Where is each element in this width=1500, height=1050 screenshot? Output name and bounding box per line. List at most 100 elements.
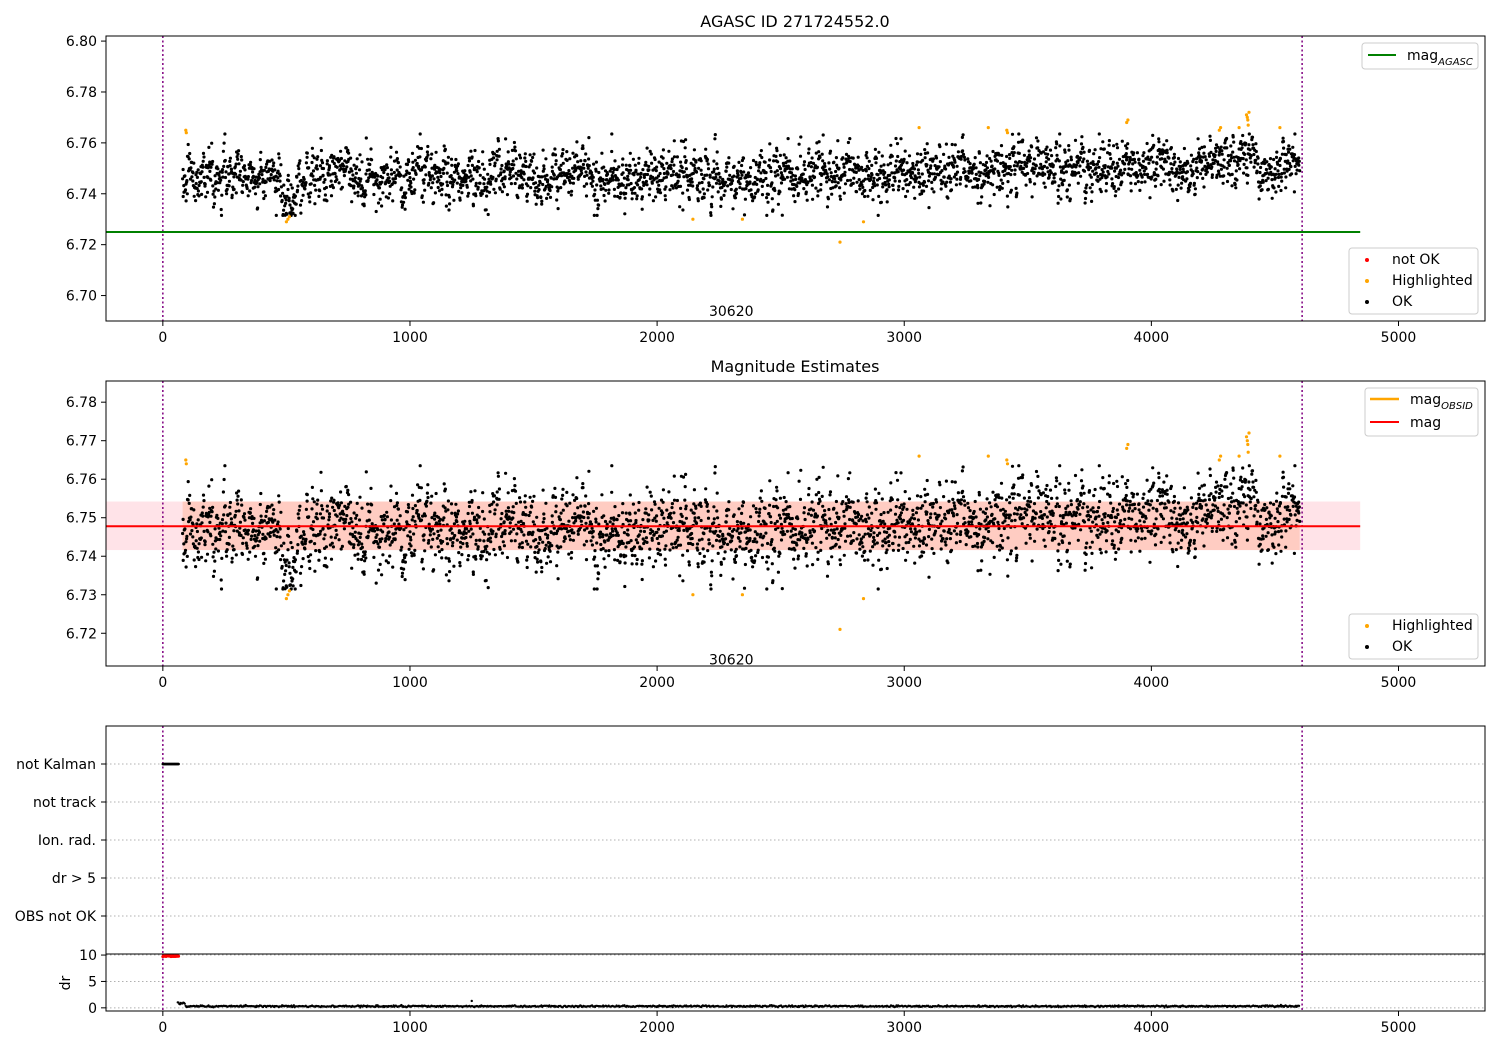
ok-point: [857, 164, 861, 168]
ok-point: [624, 163, 628, 167]
ok-point: [452, 170, 456, 174]
ok-point: [202, 499, 206, 503]
ok-point: [1144, 167, 1148, 171]
ok-point: [861, 185, 865, 189]
ok-point: [966, 157, 970, 161]
ok-point: [1293, 132, 1297, 136]
ok-point: [834, 520, 838, 525]
ok-point: [251, 174, 256, 178]
ok-point: [1230, 172, 1234, 176]
ok-point: [364, 556, 368, 560]
ok-point: [534, 181, 538, 185]
ok-point: [697, 181, 702, 185]
ok-point: [672, 511, 676, 515]
ok-point: [255, 536, 259, 540]
ok-point: [408, 530, 412, 534]
ok-point: [913, 196, 917, 200]
ok-point: [1079, 174, 1083, 178]
ok-point: [184, 540, 188, 544]
ok-point: [1022, 166, 1026, 170]
ok-point: [728, 173, 732, 177]
ok-point: [827, 533, 832, 537]
ok-point: [647, 168, 651, 172]
ok-point: [1207, 154, 1212, 158]
ok-point: [584, 521, 588, 525]
ok-point: [488, 536, 492, 540]
ok-point: [781, 530, 785, 534]
ok-point: [349, 542, 353, 546]
ok-point: [226, 513, 230, 518]
ok-point: [683, 155, 687, 159]
ok-point: [471, 532, 475, 536]
ok-point: [1087, 148, 1092, 152]
ok-point: [219, 534, 223, 538]
ok-point: [652, 500, 657, 504]
ok-point: [647, 513, 651, 517]
ok-point: [757, 519, 761, 524]
ok-point: [324, 545, 328, 549]
ok-point: [357, 168, 362, 172]
ok-point: [489, 182, 493, 186]
ok-point: [640, 562, 644, 566]
ok-point: [718, 175, 722, 179]
ok-point: [279, 558, 283, 562]
ok-point: [644, 511, 648, 515]
ok-point: [286, 173, 290, 177]
ok-point: [471, 570, 475, 574]
ok-point: [219, 207, 223, 212]
ok-point: [360, 542, 364, 546]
ok-point: [803, 533, 808, 537]
ok-point: [740, 511, 744, 515]
ok-point: [324, 185, 328, 190]
ok-point: [412, 532, 416, 536]
legend-label-mag-agasc: magAGASC: [1407, 48, 1473, 68]
ok-point: [381, 553, 385, 557]
ok-point: [783, 519, 787, 524]
ok-point: [454, 515, 459, 519]
ok-point: [745, 536, 749, 540]
ok-point: [699, 159, 703, 163]
ok-point: [264, 536, 268, 541]
ok-point: [297, 172, 301, 176]
ok-point: [293, 558, 297, 562]
ok-point: [353, 530, 357, 534]
ok-point: [1047, 175, 1051, 180]
ok-point: [1202, 151, 1206, 155]
ok-point: [301, 193, 305, 197]
ok-point: [544, 543, 548, 547]
ok-point: [708, 183, 712, 187]
ok-point: [733, 196, 738, 200]
x-tick-label: 5000: [1381, 330, 1417, 346]
ok-point: [1025, 161, 1029, 165]
ok-point: [473, 489, 477, 493]
ok-point: [779, 171, 784, 175]
ok-point: [642, 175, 647, 179]
ok-point: [674, 545, 679, 549]
ok-point: [901, 187, 905, 191]
ok-point: [1015, 164, 1019, 168]
ok-point: [1048, 148, 1053, 152]
ok-point: [235, 498, 239, 502]
ok-point: [891, 188, 896, 192]
ok-point: [565, 490, 569, 494]
ok-point: [659, 498, 664, 502]
ok-point: [529, 545, 533, 549]
ok-point: [1165, 139, 1169, 143]
highlighted-point: [1244, 113, 1249, 117]
ok-point: [268, 534, 272, 539]
ok-point: [686, 535, 690, 539]
ok-point: [450, 544, 455, 548]
ok-point: [553, 147, 557, 151]
ok-point: [690, 536, 694, 541]
ok-point: [509, 176, 513, 180]
ok-point: [1249, 154, 1253, 158]
ok-point: [389, 499, 393, 503]
ok-point: [410, 493, 415, 497]
ok-point: [382, 522, 386, 526]
ok-point: [363, 559, 367, 563]
ok-point: [531, 155, 535, 160]
ok-point: [568, 181, 573, 185]
ok-point: [210, 510, 214, 514]
ok-point: [227, 179, 231, 183]
ok-point: [484, 578, 488, 583]
